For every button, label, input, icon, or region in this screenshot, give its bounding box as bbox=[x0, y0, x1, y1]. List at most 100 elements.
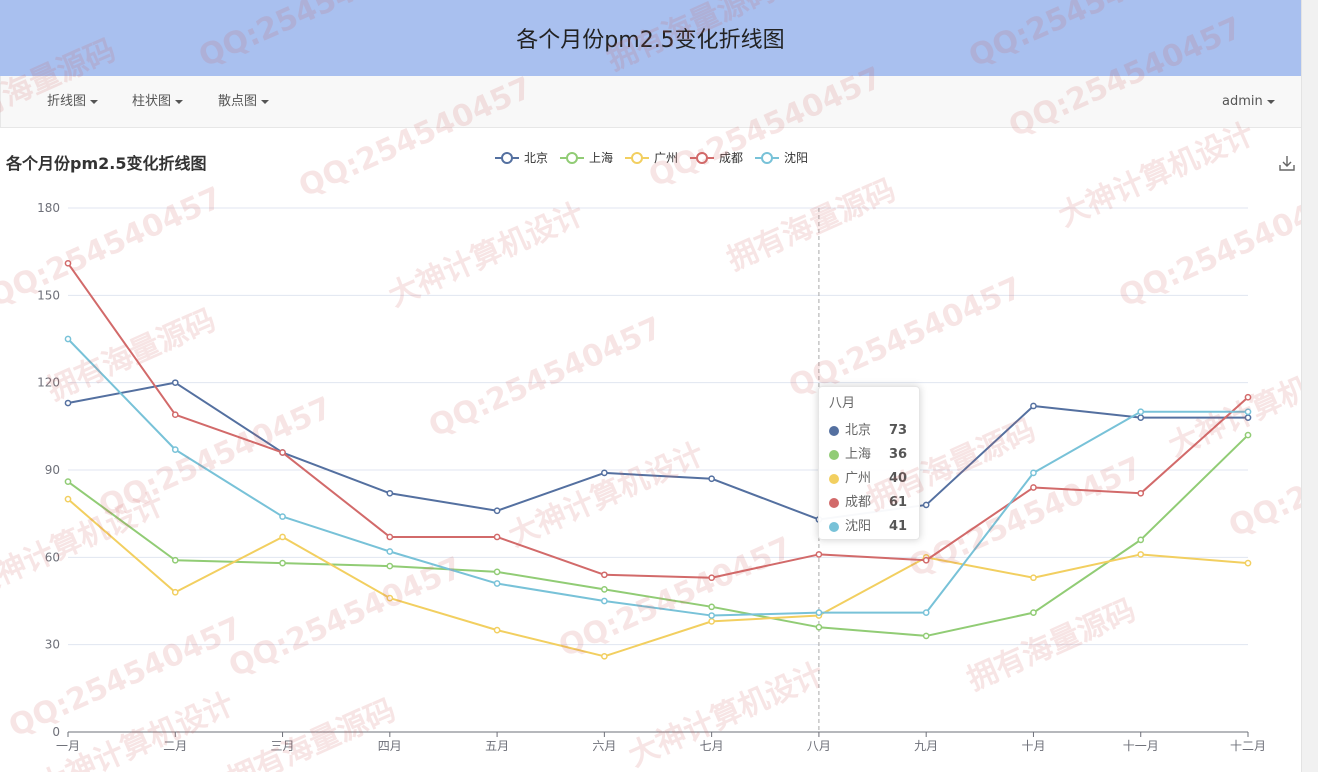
legend-item[interactable]: 北京 bbox=[495, 151, 548, 165]
tooltip-value: 41 bbox=[889, 519, 908, 534]
y-tick-label: 150 bbox=[37, 288, 60, 302]
data-point bbox=[1244, 559, 1252, 567]
y-tick-label: 0 bbox=[52, 725, 60, 739]
y-tick-label: 180 bbox=[37, 201, 60, 215]
tooltip-dot bbox=[829, 474, 839, 484]
tooltip-series-name: 北京 bbox=[845, 423, 872, 438]
y-tick-label: 60 bbox=[45, 550, 60, 564]
data-point bbox=[171, 379, 179, 387]
scrollbar[interactable] bbox=[1301, 0, 1318, 772]
data-point bbox=[279, 449, 286, 456]
y-tick-label: 30 bbox=[45, 638, 60, 652]
data-point bbox=[601, 586, 608, 593]
data-point bbox=[171, 556, 179, 564]
page-title: 各个月份pm2.5变化折线图 bbox=[516, 28, 785, 53]
x-tick-label: 二月 bbox=[163, 739, 187, 753]
x-tick-label: 四月 bbox=[378, 739, 402, 753]
nav-scatter-chart-label: 散点图 bbox=[218, 94, 258, 109]
data-point bbox=[815, 551, 823, 558]
user-name: admin bbox=[1222, 94, 1263, 109]
legend-marker bbox=[501, 152, 513, 164]
data-point bbox=[279, 513, 286, 520]
data-point bbox=[386, 489, 394, 497]
legend-marker bbox=[631, 152, 643, 164]
legend-item[interactable]: 上海 bbox=[560, 150, 613, 165]
data-point bbox=[1030, 402, 1037, 410]
series-line-上海 bbox=[67, 434, 1249, 637]
data-point bbox=[1137, 536, 1145, 544]
data-point bbox=[493, 507, 501, 515]
x-tick-label: 八月 bbox=[807, 739, 831, 753]
data-point bbox=[279, 559, 286, 567]
data-point bbox=[64, 478, 72, 485]
data-point bbox=[64, 335, 72, 343]
x-tick-label: 十一月 bbox=[1123, 739, 1159, 753]
tooltip-series-name: 成都 bbox=[845, 495, 872, 510]
navbar: 折线图 柱状图 散点图 admin bbox=[0, 76, 1301, 128]
tooltip-title: 八月 bbox=[829, 396, 856, 411]
nav-line-chart-label: 折线图 bbox=[47, 94, 87, 109]
data-point bbox=[601, 469, 608, 477]
user-menu-dropdown[interactable]: admin bbox=[1222, 76, 1275, 128]
data-point bbox=[922, 556, 930, 564]
download-icon[interactable] bbox=[1277, 153, 1297, 173]
x-tick-label: 十月 bbox=[1021, 739, 1045, 753]
chart-title: 各个月份pm2.5变化折线图 bbox=[6, 154, 207, 173]
nav-bar-chart-label: 柱状图 bbox=[132, 94, 172, 109]
data-point bbox=[493, 533, 501, 541]
data-point bbox=[493, 626, 501, 634]
caret-down-icon bbox=[175, 99, 184, 104]
line-chart: 0306090120150180一月 二月 三月 四月 五月 六月 七月 八月 九月 十月 十一月十… bbox=[37, 150, 1266, 753]
nav-scatter-chart-dropdown[interactable]: 散点图 bbox=[218, 76, 270, 128]
data-point bbox=[1137, 551, 1145, 558]
x-tick-label: 十二月 bbox=[1230, 739, 1266, 753]
series-line-北京 bbox=[67, 381, 1248, 521]
data-point bbox=[1244, 393, 1252, 401]
data-point bbox=[386, 562, 394, 570]
nav-line-chart-dropdown[interactable]: 折线图 bbox=[47, 76, 99, 128]
legend-marker bbox=[761, 152, 773, 164]
data-point bbox=[64, 259, 72, 267]
tooltip-value: 61 bbox=[889, 495, 908, 510]
data-point bbox=[1030, 609, 1037, 616]
data-point bbox=[386, 533, 394, 541]
chart-tooltip: 八月 北京 73 上海 36 广州 40 成都 61 沈阳 41 bbox=[818, 386, 920, 540]
tooltip-value: 73 bbox=[889, 423, 908, 438]
y-tick-label: 120 bbox=[37, 376, 60, 390]
legend-label: 上海 bbox=[589, 150, 613, 165]
legend-label: 沈阳 bbox=[784, 150, 808, 165]
legend-marker bbox=[696, 152, 708, 164]
data-point bbox=[922, 609, 930, 616]
legend-item[interactable]: 沈阳 bbox=[755, 150, 808, 165]
data-point bbox=[493, 568, 501, 576]
data-point bbox=[386, 594, 394, 602]
series-line-沈阳 bbox=[67, 338, 1248, 617]
data-point bbox=[708, 618, 715, 625]
x-tick-label: 五月 bbox=[485, 739, 509, 753]
data-point bbox=[601, 571, 608, 579]
legend-label: 成都 bbox=[719, 151, 743, 165]
data-point bbox=[922, 501, 930, 509]
y-tick-label: 90 bbox=[45, 463, 60, 477]
data-point bbox=[601, 597, 608, 605]
tooltip-series-name: 上海 bbox=[845, 447, 872, 462]
data-point bbox=[64, 495, 72, 503]
tooltip-series-name: 沈阳 bbox=[845, 519, 872, 534]
data-point bbox=[493, 580, 501, 587]
tooltip-dot bbox=[829, 498, 839, 508]
data-point bbox=[1030, 484, 1037, 491]
tooltip-dot bbox=[829, 450, 839, 460]
tooltip-row: 北京 73 bbox=[829, 419, 909, 443]
data-point bbox=[1137, 489, 1145, 497]
data-point bbox=[1244, 414, 1252, 421]
tooltip-row: 广州 40 bbox=[829, 467, 909, 491]
nav-bar-chart-dropdown[interactable]: 柱状图 bbox=[132, 76, 184, 128]
legend-item[interactable]: 成都 bbox=[690, 151, 743, 165]
data-point bbox=[1030, 574, 1037, 582]
data-point bbox=[1137, 408, 1145, 416]
x-tick-label: 三月 bbox=[271, 739, 295, 753]
caret-down-icon bbox=[1266, 99, 1275, 104]
legend-item[interactable]: 广州 bbox=[625, 151, 678, 165]
legend-label: 北京 bbox=[524, 151, 548, 165]
